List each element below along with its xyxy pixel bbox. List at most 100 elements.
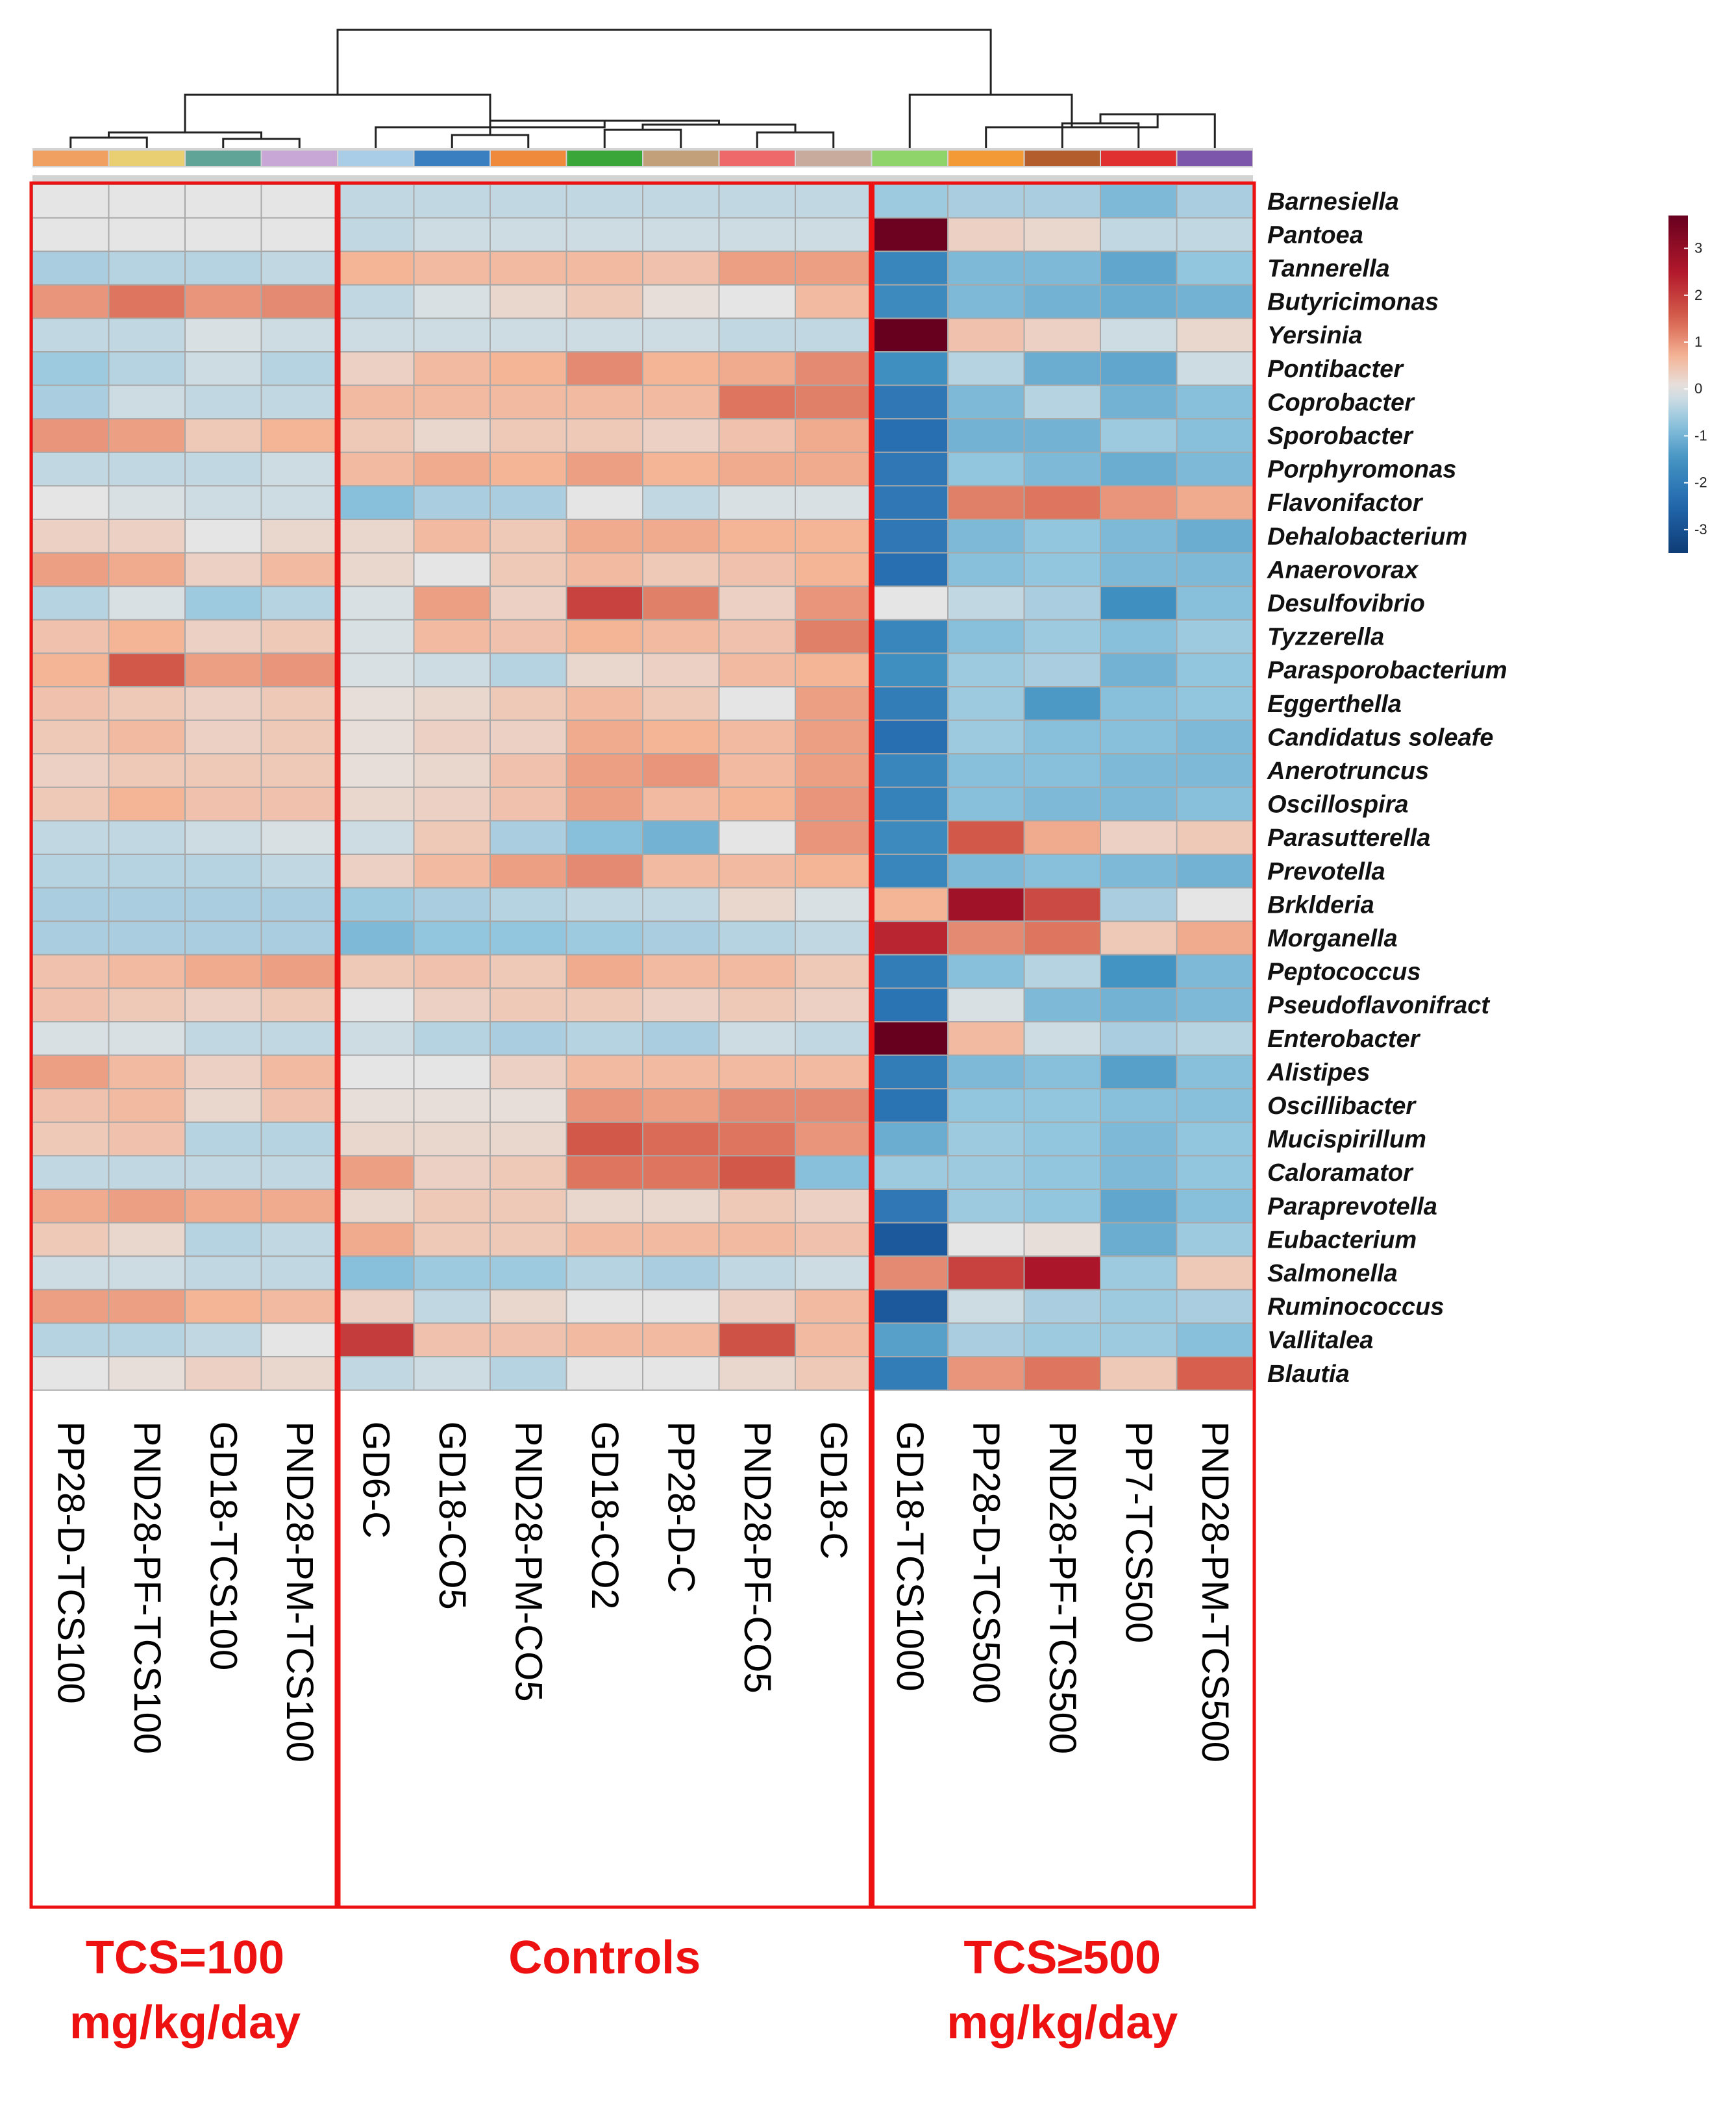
- heatmap-cell: [565, 1289, 643, 1324]
- heatmap-cell: [184, 954, 262, 989]
- heatmap-cell: [718, 184, 796, 219]
- heatmap-cell: [947, 351, 1025, 386]
- heatmap-cell: [1100, 987, 1178, 1023]
- heatmap-cell: [1176, 586, 1254, 621]
- heatmap-cell: [337, 619, 415, 654]
- row-label: Prevotella: [1267, 858, 1385, 885]
- heatmap-cell: [565, 1322, 643, 1358]
- annotation-swatch: [949, 151, 1024, 166]
- heatmap-cell: [565, 384, 643, 420]
- heatmap-cell: [260, 753, 338, 788]
- row-label: Yersinia: [1267, 322, 1362, 349]
- heatmap-cell: [184, 920, 262, 956]
- heatmap-cell: [565, 586, 643, 621]
- group-label: TCS≥500: [963, 1932, 1161, 1984]
- heatmap-cell: [1176, 1088, 1254, 1123]
- heatmap-cell: [642, 1322, 720, 1358]
- heatmap-cell: [565, 987, 643, 1023]
- heatmap-cell: [337, 217, 415, 253]
- legend-tick-label: 1: [1694, 334, 1702, 350]
- heatmap-cell: [565, 1356, 643, 1391]
- heatmap-cell: [1023, 184, 1101, 219]
- heatmap-cell: [337, 317, 415, 352]
- heatmap-cell: [108, 384, 186, 420]
- heatmap-cell: [565, 418, 643, 453]
- heatmap-cell: [32, 317, 110, 352]
- heatmap-cell: [1100, 284, 1178, 319]
- annotation-swatch: [262, 151, 337, 166]
- heatmap-cell: [871, 1356, 949, 1391]
- heatmap-cell: [795, 1054, 873, 1090]
- heatmap-cell: [1176, 987, 1254, 1023]
- row-label: Brklderia: [1267, 891, 1374, 919]
- heatmap-cell: [565, 753, 643, 788]
- heatmap-cell: [32, 1155, 110, 1191]
- heatmap-cell: [947, 552, 1025, 587]
- heatmap-cell: [184, 251, 262, 286]
- heatmap-cell: [795, 351, 873, 386]
- heatmap-cell: [642, 217, 720, 253]
- heatmap-cell: [947, 1121, 1025, 1157]
- heatmap-cell: [642, 586, 720, 621]
- heatmap-cell: [642, 1356, 720, 1391]
- heatmap-cell: [1023, 954, 1101, 989]
- heatmap-cell: [413, 418, 491, 453]
- heatmap-cell: [642, 485, 720, 521]
- heatmap-cell: [490, 1021, 567, 1056]
- row-label: Sporobacter: [1267, 423, 1414, 450]
- heatmap-cell: [1023, 485, 1101, 521]
- heatmap-cell: [947, 184, 1025, 219]
- heatmap-cell: [108, 786, 186, 822]
- heatmap-cell: [1176, 1322, 1254, 1358]
- heatmap-cell: [184, 1021, 262, 1056]
- heatmap-cell: [947, 887, 1025, 922]
- row-label: Barnesiella: [1267, 188, 1399, 216]
- heatmap-cell: [1023, 753, 1101, 788]
- heatmap-cell: [490, 854, 567, 889]
- annotation-swatch: [338, 151, 414, 166]
- heatmap-cell: [947, 451, 1025, 487]
- heatmap-cell: [337, 552, 415, 587]
- heatmap-cell: [947, 786, 1025, 822]
- heatmap-cell: [1176, 1222, 1254, 1257]
- annotation-swatch: [414, 151, 490, 166]
- heatmap-cell: [718, 1255, 796, 1290]
- heatmap-cell: [642, 284, 720, 319]
- heatmap-cell: [1100, 1155, 1178, 1191]
- heatmap-cell: [337, 1356, 415, 1391]
- heatmap-cell: [337, 786, 415, 822]
- column-label: GD6-C: [354, 1422, 397, 1538]
- heatmap-cell: [718, 854, 796, 889]
- heatmap-cell: [718, 217, 796, 253]
- heatmap-cell: [413, 1322, 491, 1358]
- heatmap-cell: [1100, 686, 1178, 721]
- heatmap-cell: [184, 719, 262, 755]
- heatmap-cell: [795, 987, 873, 1023]
- column-label: GD18-C: [812, 1422, 854, 1560]
- heatmap-cell: [108, 1054, 186, 1090]
- heatmap-cell: [1176, 719, 1254, 755]
- heatmap-cell: [108, 1255, 186, 1290]
- heatmap-cell: [565, 217, 643, 253]
- heatmap-cell: [32, 1021, 110, 1056]
- heatmap-cell: [871, 854, 949, 889]
- heatmap-cell: [490, 384, 567, 420]
- heatmap-cells: [32, 184, 1254, 1391]
- heatmap-cell: [565, 1121, 643, 1157]
- heatmap-cell: [32, 786, 110, 822]
- heatmap-cell: [108, 652, 186, 688]
- heatmap-cell: [490, 1189, 567, 1224]
- heatmap-cell: [108, 418, 186, 453]
- heatmap-cell: [184, 1121, 262, 1157]
- row-label: Parasporobacterium: [1267, 657, 1507, 684]
- heatmap-cell: [32, 1121, 110, 1157]
- heatmap-cell: [108, 920, 186, 956]
- heatmap-cell: [1100, 1322, 1178, 1358]
- heatmap-cell: [718, 1021, 796, 1056]
- heatmap-cell: [795, 284, 873, 319]
- heatmap-cell: [1100, 552, 1178, 587]
- heatmap-cell: [1100, 619, 1178, 654]
- heatmap-cell: [337, 1189, 415, 1224]
- heatmap-cell: [947, 217, 1025, 253]
- heatmap-cell: [947, 519, 1025, 554]
